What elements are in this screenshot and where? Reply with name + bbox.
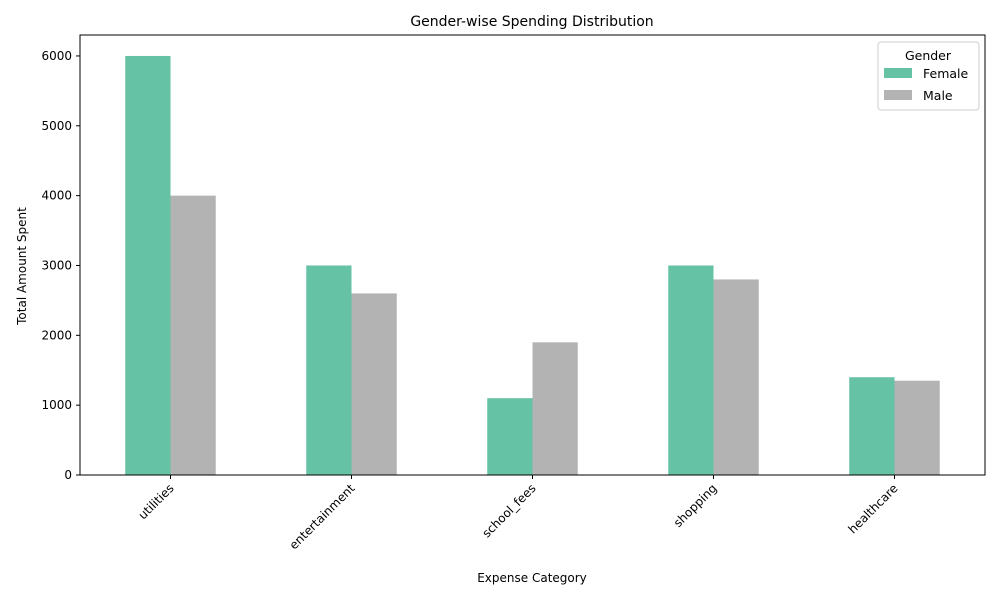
chart-title: Gender-wise Spending Distribution (410, 14, 653, 30)
legend-items: Female Male (884, 66, 969, 103)
bar-female-school_fees (487, 398, 533, 475)
x-tick-label-utilities: utilities (136, 481, 177, 522)
y-ticks: 0 1000 2000 3000 4000 5000 6000 (41, 49, 80, 482)
bar-male-entertainment (351, 293, 397, 475)
legend-swatch-female (884, 68, 912, 78)
x-axis-label: Expense Category (477, 571, 587, 585)
y-tick-label: 6000 (41, 49, 72, 63)
y-tick-label: 1000 (41, 398, 72, 412)
legend-label-female: Female (923, 66, 969, 81)
bars (125, 55, 940, 475)
y-axis-label: Total Amount Spent (15, 207, 29, 326)
y-tick-label: 2000 (41, 328, 72, 342)
bar-male-healthcare (894, 380, 940, 475)
bar-male-utilities (170, 195, 216, 475)
x-ticks: utilities entertainment school_fees shoppin… (136, 475, 901, 552)
bar-female-shopping (668, 265, 714, 475)
x-tick-label-school_fees: school_fees (479, 481, 538, 540)
bar-female-healthcare (849, 377, 895, 475)
legend: Gender Female Male (877, 41, 980, 111)
x-tick-label-shopping: shopping (671, 481, 720, 530)
x-tick-label-healthcare: healthcare (845, 481, 900, 536)
bar-male-school_fees (532, 342, 578, 475)
bar-male-shopping (713, 279, 759, 475)
y-tick-label: 0 (64, 468, 72, 482)
legend-label-male: Male (923, 88, 953, 103)
y-tick-label: 5000 (41, 119, 72, 133)
bar-female-utilities (125, 55, 171, 475)
legend-swatch-male (884, 90, 912, 100)
bar-female-entertainment (306, 265, 352, 475)
legend-title: Gender (905, 48, 952, 63)
x-tick-label-entertainment: entertainment (287, 481, 358, 552)
y-tick-label: 3000 (41, 258, 72, 272)
y-tick-label: 4000 (41, 189, 72, 203)
